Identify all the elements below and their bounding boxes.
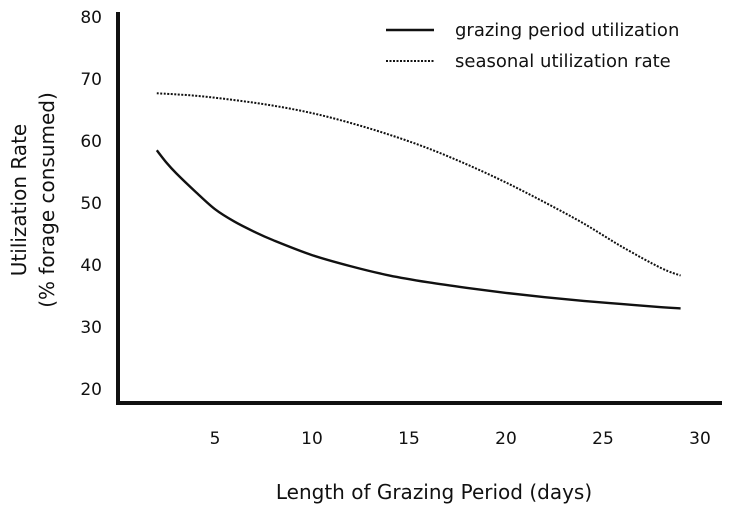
y-tick-label: 80	[80, 8, 102, 28]
y-tick-label: 40	[80, 256, 102, 276]
x-tick-label: 25	[592, 429, 614, 449]
y-tick-label: 70	[80, 70, 102, 90]
legend-label-grazing-period: grazing period utilization	[455, 20, 679, 41]
y-tick-labels: 20 30 40 50 60 70 80	[80, 8, 102, 400]
x-axis-label: Length of Grazing Period (days)	[276, 480, 592, 504]
x-tick-label: 5	[210, 429, 221, 449]
legend-label-seasonal: seasonal utilization rate	[455, 51, 671, 72]
x-tick-label: 20	[495, 429, 517, 449]
x-tick-label: 10	[301, 429, 323, 449]
y-tick-label: 50	[80, 194, 102, 214]
series-lines	[155, 92, 681, 310]
series-line-seasonal-utilization-rate	[156, 92, 681, 277]
x-tick-label: 30	[689, 429, 711, 449]
x-tick-label: 15	[398, 429, 420, 449]
y-tick-label: 20	[80, 380, 102, 400]
x-tick-labels: 5 10 15 20 25 30	[210, 429, 711, 449]
series-line-grazing-period-utilization	[155, 149, 681, 310]
y-tick-label: 60	[80, 132, 102, 152]
y-axis-label-line1: Utilization Rate	[7, 124, 31, 276]
y-axis-label-line2: (% forage consumed)	[35, 92, 59, 308]
y-tick-label: 30	[80, 318, 102, 338]
